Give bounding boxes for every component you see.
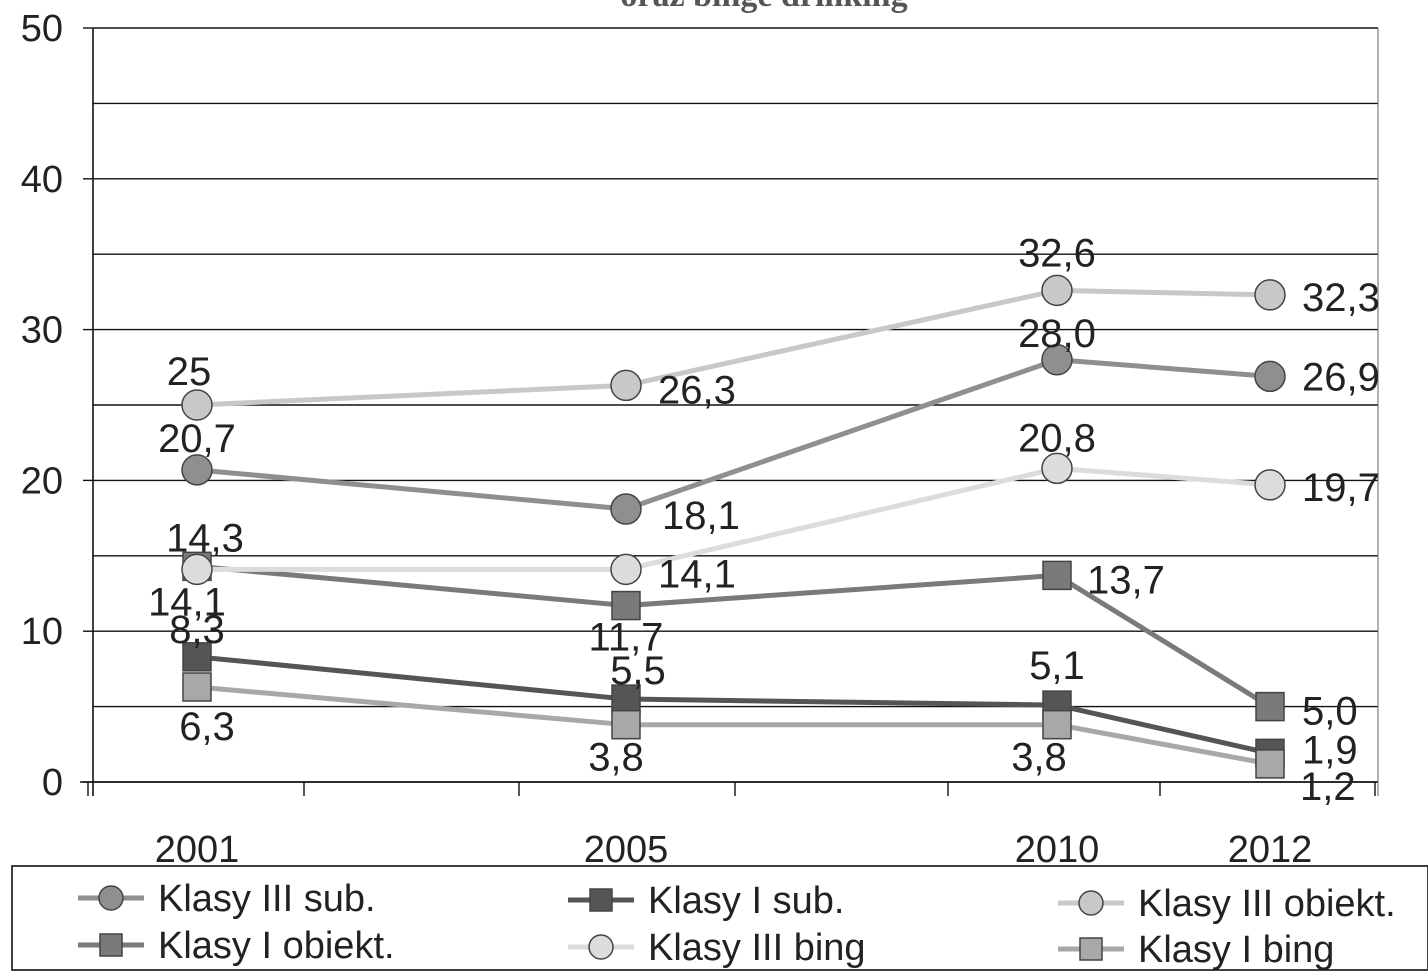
data-label: 28,0 xyxy=(1018,312,1096,356)
data-label: 32,3 xyxy=(1302,276,1380,320)
legend-marker xyxy=(588,934,614,960)
legend-marker xyxy=(99,933,123,957)
data-label: 3,8 xyxy=(1011,736,1067,780)
x-tick-label: 2005 xyxy=(584,829,669,871)
data-label: 1,2 xyxy=(1300,765,1356,809)
data-point xyxy=(1255,749,1285,779)
y-tick-label: 50 xyxy=(21,8,63,50)
legend-marker xyxy=(98,885,124,911)
data-label: 1,9 xyxy=(1302,728,1358,772)
data-label: 19,7 xyxy=(1302,466,1380,510)
data-point xyxy=(182,672,212,702)
data-point xyxy=(181,389,213,421)
data-label: 13,7 xyxy=(1087,558,1165,602)
data-point xyxy=(1042,709,1072,740)
data-point xyxy=(1041,274,1073,307)
legend-label: Klasy III obiekt. xyxy=(1138,883,1396,925)
series-line xyxy=(196,684,1271,767)
series-line xyxy=(196,563,1272,709)
chart-title: oraz binge drinking xyxy=(620,0,907,14)
data-point xyxy=(1254,279,1286,311)
data-label: 14,1 xyxy=(658,552,736,596)
data-point xyxy=(610,553,642,586)
y-tick-label: 40 xyxy=(21,159,63,201)
y-tick-label: 30 xyxy=(21,310,63,352)
data-point xyxy=(1041,344,1073,376)
data-point xyxy=(1042,560,1072,591)
data-label: 8,3 xyxy=(169,608,225,652)
data-label: 25 xyxy=(167,350,212,394)
data-point xyxy=(611,709,641,740)
data-label: 14,3 xyxy=(166,516,244,560)
y-tick-label: 0 xyxy=(42,762,63,804)
series-line xyxy=(196,287,1271,408)
y-tick-label: 10 xyxy=(21,611,63,653)
data-label: 5,0 xyxy=(1302,690,1358,734)
data-point xyxy=(610,369,642,402)
y-tick-label: 20 xyxy=(21,460,63,502)
data-point xyxy=(610,493,642,525)
legend-label: Klasy III sub. xyxy=(158,878,376,920)
data-label: 6,3 xyxy=(179,705,235,749)
data-label: 20,8 xyxy=(1018,416,1096,460)
data-label: 5,5 xyxy=(610,649,666,693)
data-label: 5,1 xyxy=(1029,644,1085,688)
x-tick-label: 2012 xyxy=(1228,829,1313,871)
series-line xyxy=(196,357,1271,512)
legend-label: Klasy I obiekt. xyxy=(158,925,395,967)
data-point xyxy=(1041,452,1073,485)
x-tick-label: 2010 xyxy=(1015,829,1100,871)
data-label: 18,1 xyxy=(662,494,740,538)
data-point xyxy=(182,642,212,672)
data-label: 20,7 xyxy=(158,417,236,461)
legend-marker xyxy=(1079,937,1103,961)
data-point xyxy=(611,590,641,621)
data-label: 3,8 xyxy=(588,736,644,780)
data-point xyxy=(1255,691,1285,722)
legend-marker xyxy=(589,888,613,912)
legend-label: Klasy III bing xyxy=(648,927,866,969)
data-label: 11,7 xyxy=(589,616,664,660)
x-tick-label: 2001 xyxy=(155,829,240,871)
legend-label: Klasy I sub. xyxy=(648,880,844,922)
data-point xyxy=(181,454,213,486)
data-label: 26,9 xyxy=(1302,355,1380,399)
data-label: 14,1 xyxy=(148,580,226,624)
series-line xyxy=(196,654,1271,756)
legend-marker xyxy=(1078,890,1104,916)
data-label: 26,3 xyxy=(658,368,736,412)
series-line xyxy=(197,465,1271,572)
data-point xyxy=(181,553,213,586)
data-point xyxy=(1254,360,1286,393)
legend-label: Klasy I bing xyxy=(1138,929,1334,971)
legend-box xyxy=(11,865,1428,971)
data-label: 32,6 xyxy=(1018,231,1096,275)
data-point xyxy=(1254,469,1286,501)
